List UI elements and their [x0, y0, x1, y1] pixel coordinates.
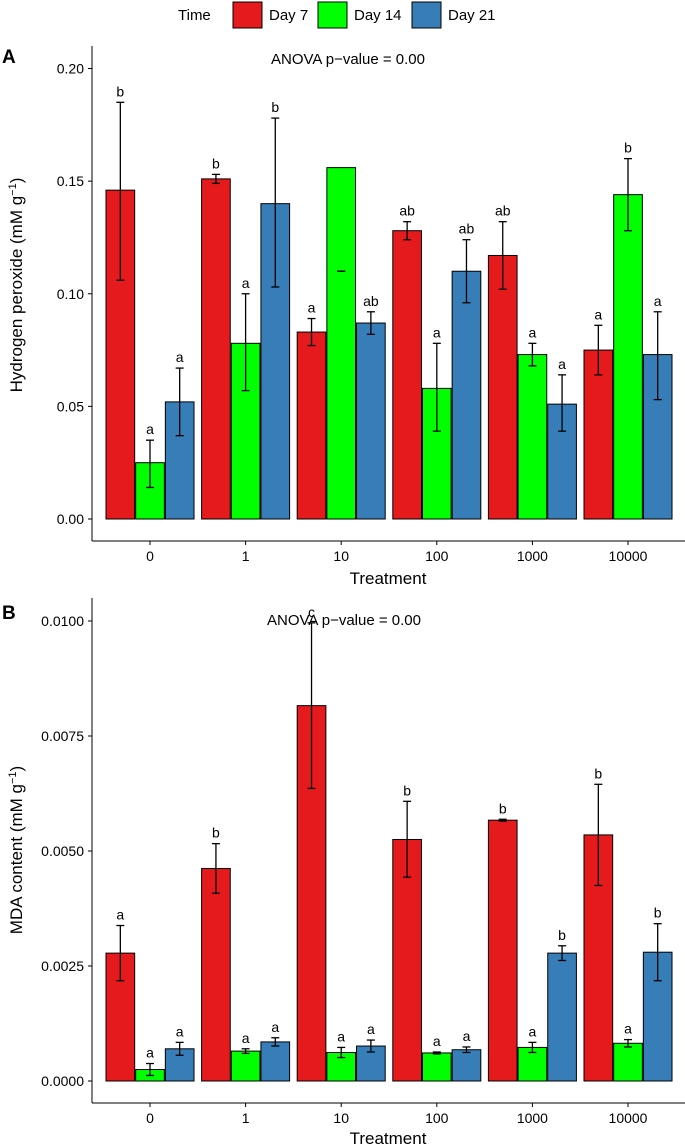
significance-label: a [654, 293, 662, 309]
significance-label: a [146, 421, 154, 437]
significance-label: a [367, 1021, 375, 1037]
significance-label: ab [495, 203, 511, 219]
significance-label: b [499, 800, 507, 816]
significance-label: a [116, 907, 124, 923]
significance-label: a [529, 324, 537, 340]
bar-day-14-10000 [613, 1042, 643, 1082]
y-tick-label: 0.10 [57, 286, 84, 302]
significance-label: a [558, 356, 566, 372]
legend-title: Time [178, 7, 211, 24]
y-tick-label: 0.15 [57, 173, 84, 189]
x-tick-label: 1000 [517, 1110, 548, 1126]
y-tick-label: 0.05 [57, 398, 84, 414]
bar-day-7-1 [201, 178, 231, 520]
significance-label: a [433, 1033, 441, 1049]
x-axis-title: Treatment [350, 569, 427, 588]
significance-label: a [433, 324, 441, 340]
bar-day-21-10 [356, 1045, 386, 1082]
significance-label: ab [459, 221, 475, 237]
significance-label: b [558, 927, 566, 943]
significance-label: a [337, 1028, 345, 1044]
y-tick-label: 0.0025 [41, 958, 84, 974]
panel-b: B ANOVA p−value = 0.00 0.0000 0.0025 0.0050 0… [2, 598, 685, 1146]
bar-day-21-100 [451, 270, 482, 520]
y-tick-label: 0.0050 [41, 843, 84, 859]
x-tick-label: 10000 [609, 1110, 648, 1126]
legend: Time Day 7 Day 14 Day 21 [178, 1, 496, 29]
x-tick-label: 1 [242, 1110, 250, 1126]
bar-day-14-100 [421, 1052, 452, 1082]
significance-label: a [176, 349, 184, 365]
significance-label: a [529, 1023, 537, 1039]
bar-day-14-1 [230, 1050, 261, 1082]
x-tick-label: 10 [333, 548, 349, 564]
y-tick-label: 0.0100 [41, 613, 84, 629]
x-tick-label: 1 [242, 548, 250, 564]
legend-swatch-day-21 [411, 1, 442, 29]
y-axis-title: MDA content (mM g−1) [7, 766, 26, 934]
significance-label: a [463, 1028, 471, 1044]
bar-day-7-10 [296, 331, 327, 520]
legend-label: Day 21 [448, 7, 496, 24]
significance-label: c [308, 604, 315, 620]
significance-label: ab [399, 203, 415, 219]
y-tick-label: 0.00 [57, 511, 84, 527]
x-tick-label: 0 [146, 548, 154, 564]
significance-label: a [271, 1019, 279, 1035]
y-tick-label: 0.0075 [41, 728, 84, 744]
bar-day-14-10000 [613, 194, 643, 520]
significance-label: a [176, 1023, 184, 1039]
significance-label: a [308, 300, 316, 316]
legend-label: Day 7 [269, 7, 308, 24]
legend-swatch-day-7 [232, 1, 263, 29]
x-tick-label: 10 [333, 1110, 349, 1126]
significance-label: b [116, 83, 124, 99]
bar-day-7-10000 [583, 349, 614, 520]
bar-day-14-1000 [517, 354, 548, 520]
bar-day-21-10 [356, 322, 386, 520]
bar-day-7-1000 [487, 254, 518, 520]
bar-day-21-1 [260, 1041, 291, 1082]
x-axis-title: Treatment [350, 1129, 427, 1146]
panel-letter: A [2, 47, 16, 68]
significance-label: a [242, 1030, 250, 1046]
anova-annotation: ANOVA p−value = 0.00 [267, 612, 421, 629]
significance-label: a [594, 306, 602, 322]
legend-swatch-day-14 [317, 1, 348, 29]
y-axis-title: Hydrogen peroxide (mM g−1) [7, 178, 26, 393]
bar-day-7-100 [392, 230, 422, 520]
significance-label: a [624, 1021, 632, 1037]
y-tick-label: 0.0000 [41, 1073, 84, 1089]
significance-label: b [624, 140, 632, 156]
significance-label: b [654, 905, 662, 921]
panel-a: A ANOVA p−value = 0.00 0.00 0.05 0.10 0.15 0.2… [2, 46, 685, 588]
significance-label: a [242, 275, 250, 291]
bar-day-21-0 [164, 1048, 195, 1082]
bar-day-7-1000 [487, 819, 518, 1082]
significance-label: ab [363, 293, 379, 309]
bar-day-21-100 [451, 1049, 482, 1082]
x-tick-label: 1000 [517, 548, 548, 564]
anova-annotation: ANOVA p−value = 0.00 [271, 51, 425, 68]
significance-label: b [271, 99, 279, 115]
legend-label: Day 14 [354, 7, 402, 24]
x-tick-label: 0 [146, 1110, 154, 1126]
y-tick-label: 0.20 [57, 61, 84, 77]
bar-day-7-1 [201, 867, 231, 1082]
significance-label: b [594, 765, 602, 781]
x-tick-label: 100 [425, 1110, 449, 1126]
panel-letter: B [2, 603, 16, 624]
significance-label: a [146, 1045, 154, 1061]
significance-label: b [403, 782, 411, 798]
bar-day-14-10 [326, 167, 357, 520]
bar-day-7-100 [392, 839, 422, 1082]
significance-label: b [212, 155, 220, 171]
x-tick-label: 100 [425, 548, 449, 564]
significance-label: b [212, 825, 220, 841]
x-tick-label: 10000 [609, 548, 648, 564]
bar-day-21-1000 [547, 952, 577, 1082]
